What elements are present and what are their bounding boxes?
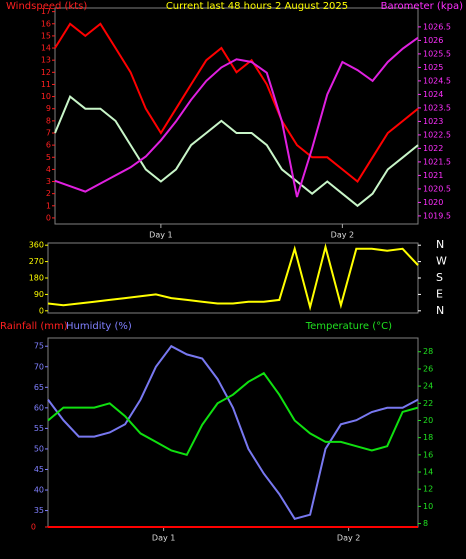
y2-tick-label: 1021.5 — [423, 157, 451, 166]
y2-tick-label: 1022.5 — [423, 130, 451, 139]
y2-tick-label: 8 — [423, 519, 428, 528]
y2-tick-label: 24 — [423, 382, 433, 391]
y2-tick-label: 1022 — [423, 144, 443, 153]
y2-tick-label: 14 — [423, 468, 433, 477]
y-tick-label: 16 — [41, 19, 51, 28]
y-tick-label: 6 — [46, 141, 51, 150]
y3-tick-label: 0 — [31, 523, 36, 532]
y2-tick-label: 1025.5 — [423, 49, 451, 58]
y2-tick-label: 20 — [423, 416, 433, 425]
y-tick-label: 13 — [41, 56, 51, 65]
y2-tick-label: 1026.5 — [423, 22, 451, 31]
y-axis-label: Windspeed (kts) — [6, 1, 87, 12]
y2-tick-label: 1025 — [423, 63, 443, 72]
y2-tick-label: S — [436, 271, 443, 284]
y-tick-label: 10 — [41, 92, 51, 101]
plot-area — [47, 337, 419, 528]
y-tick-label: 9 — [46, 104, 51, 113]
series-line — [54, 94, 419, 208]
y2-tick-label: 1019.5 — [423, 211, 451, 220]
y-tick-label: 5 — [46, 153, 51, 162]
y-tick-label: 180 — [29, 274, 44, 283]
y-tick-label: 4 — [46, 165, 51, 174]
series-line — [47, 243, 419, 312]
y2-axis-label: Temperature (°C) — [305, 321, 392, 332]
y-tick-label: 17 — [41, 7, 51, 16]
y2-tick-label: 10 — [423, 502, 433, 511]
y2-tick-label: 22 — [423, 399, 433, 408]
y-tick-label: 45 — [34, 465, 44, 474]
y2-tick-label: 1020.5 — [423, 184, 451, 193]
y-tick-label: 60 — [34, 403, 44, 412]
y-tick-label: 0 — [39, 306, 44, 315]
y2-tick-label: 1021 — [423, 171, 443, 180]
y-tick-label: 8 — [46, 116, 51, 125]
y2-tick-label: N — [436, 238, 444, 251]
y-tick-label: 0 — [46, 213, 51, 222]
y-tick-label: 65 — [34, 383, 44, 392]
y2-tick-label: 16 — [423, 450, 433, 459]
y-tick-label: 14 — [41, 44, 51, 53]
y2-tick-label: 1023 — [423, 117, 443, 126]
y2-tick-label: 28 — [423, 347, 433, 356]
y-tick-label: 270 — [29, 257, 44, 266]
y2-tick-label: 26 — [423, 364, 433, 373]
y-tick-label: 11 — [41, 80, 51, 89]
y2-tick-label: N — [436, 304, 444, 317]
y2-tick-label: W — [436, 255, 447, 268]
series-line — [54, 22, 419, 183]
x-tick-label: Day 2 — [337, 534, 360, 543]
y-tick-label: 55 — [34, 424, 44, 433]
y-tick-label: 12 — [41, 68, 51, 77]
y-tick-label: 3 — [46, 177, 51, 186]
y-tick-label: 7 — [46, 128, 51, 137]
y-tick-label: 15 — [41, 31, 51, 40]
y2-tick-label: 1020 — [423, 198, 443, 207]
y2-tick-label: 1024.5 — [423, 76, 451, 85]
x-tick-label: Day 2 — [331, 231, 354, 240]
y2-tick-label: 1024 — [423, 90, 443, 99]
y-tick-label: 2 — [46, 189, 51, 198]
y2-tick-label: 1026 — [423, 36, 443, 45]
x-tick-label: Day 1 — [149, 231, 172, 240]
y2-tick-label: 1023.5 — [423, 103, 451, 112]
y2-tick-label: E — [436, 287, 443, 300]
y2-axis-label: Barometer (kpa) — [381, 1, 463, 12]
series-line — [47, 371, 419, 456]
y-tick-label: 40 — [34, 486, 44, 495]
y-tick-label: 50 — [34, 444, 44, 453]
y-tick-label: 75 — [34, 342, 44, 351]
series-line — [47, 344, 419, 520]
y-tick-label: 90 — [34, 290, 44, 299]
y-axis-label: Humidity (%) — [66, 321, 132, 332]
y2-tick-label: 18 — [423, 433, 433, 442]
y-tick-label: 35 — [34, 506, 44, 515]
chart-title: Current last 48 hours 2 August 2025 — [166, 1, 348, 12]
x-tick-label: Day 1 — [152, 534, 175, 543]
y2-tick-label: 12 — [423, 485, 433, 494]
y-tick-label: 70 — [34, 362, 44, 371]
y-tick-label: 360 — [29, 241, 44, 250]
series-line — [54, 36, 419, 198]
plot-area — [54, 7, 419, 225]
plot-area — [47, 242, 419, 314]
y-tick-label: 1 — [46, 201, 51, 210]
y3-axis-label: Rainfall (mm) — [0, 321, 68, 332]
